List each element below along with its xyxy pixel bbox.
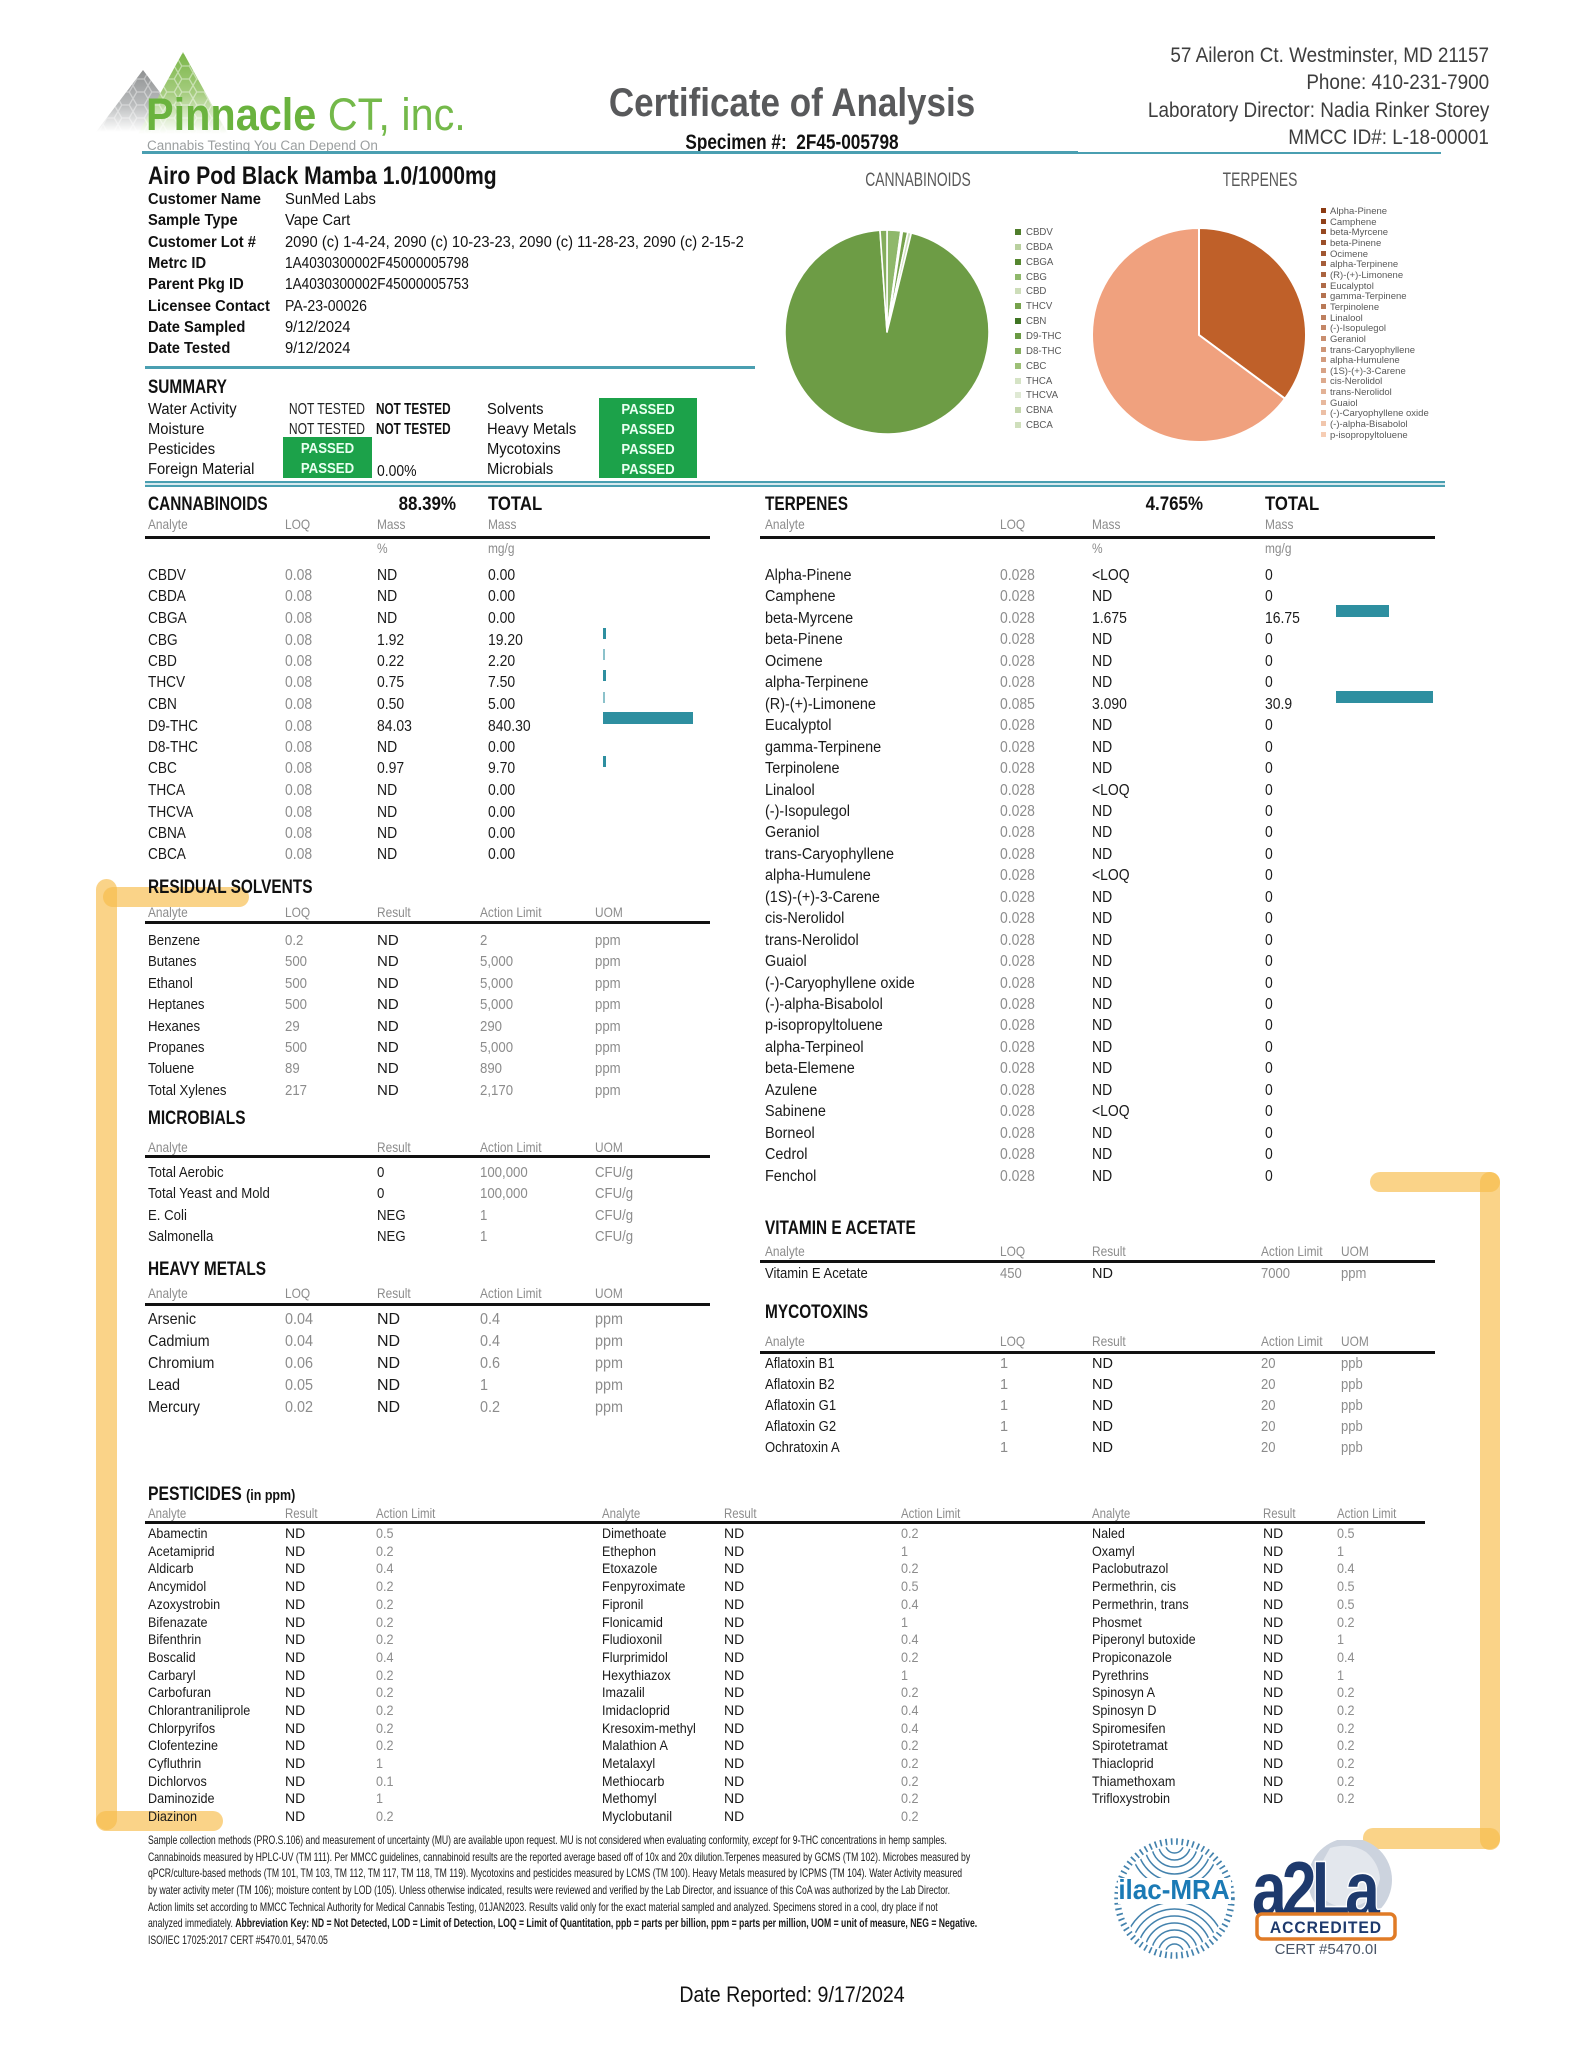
svg-text:ilac-MRA: ilac-MRA [1118,1874,1229,1905]
svg-text:CERT #5470.0I: CERT #5470.0I [1275,1941,1378,1958]
svg-text:ACCREDITED: ACCREDITED [1270,1919,1382,1937]
